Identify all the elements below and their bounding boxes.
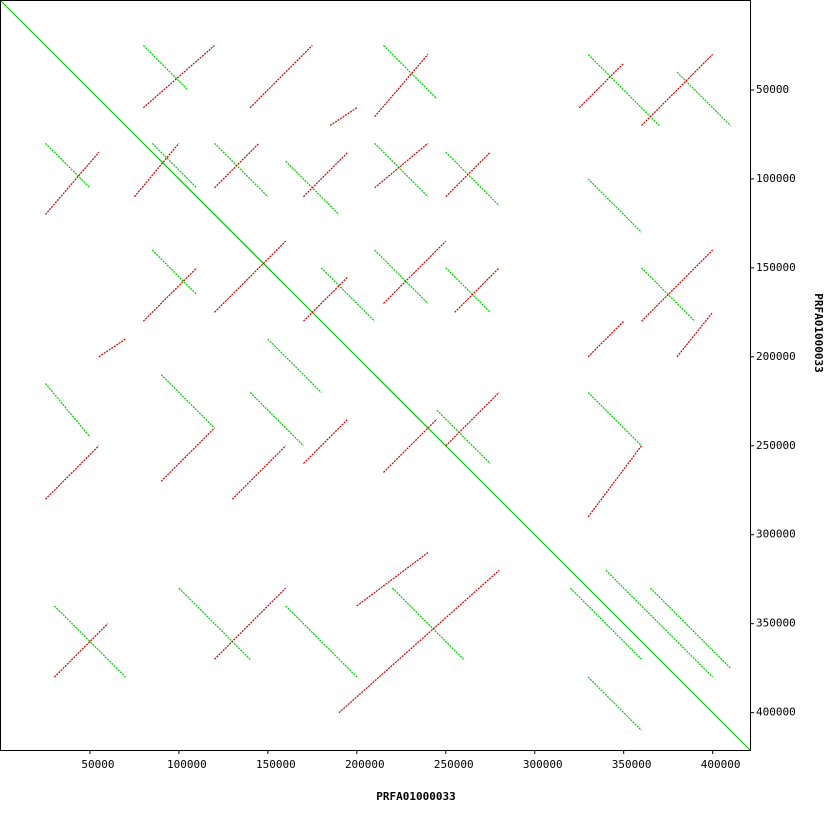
plot-frame xyxy=(0,0,751,751)
alignment-segment xyxy=(249,391,304,447)
x-tick-label: 300000 xyxy=(523,758,563,771)
alignment-segment xyxy=(53,605,126,678)
alignment-segment xyxy=(587,445,642,518)
alignment-segment xyxy=(649,587,731,669)
alignment-segment xyxy=(436,409,491,464)
alignment-segment xyxy=(142,45,189,91)
alignment-segment xyxy=(445,151,500,207)
alignment-segment xyxy=(53,623,109,678)
alignment-segment xyxy=(214,587,287,660)
alignment-segment xyxy=(338,569,500,714)
alignment-segment xyxy=(249,45,313,109)
alignment-segment xyxy=(160,427,215,482)
alignment-segment xyxy=(356,552,429,607)
x-axis-title: PRFA01000033 xyxy=(376,790,455,803)
x-tick-label: 400000 xyxy=(701,758,741,771)
alignment-segment xyxy=(587,53,660,126)
alignment-segment xyxy=(45,383,91,438)
alignment-segment xyxy=(303,151,349,198)
alignment-segment xyxy=(587,676,642,731)
alignment-segment xyxy=(676,311,714,358)
alignment-segment xyxy=(303,276,349,322)
alignment-segment xyxy=(231,445,287,500)
alignment-segment xyxy=(133,142,180,198)
alignment-segment xyxy=(383,240,447,304)
alignment-segment xyxy=(45,445,100,500)
x-tick-label: 100000 xyxy=(167,758,207,771)
alignment-segment xyxy=(45,142,91,189)
alignment-segment xyxy=(214,142,269,198)
alignment-segment xyxy=(151,249,198,295)
y-tick-label: 100000 xyxy=(756,172,796,185)
y-tick-label: 200000 xyxy=(756,350,796,363)
alignment-segment xyxy=(285,605,358,678)
x-tick-label: 350000 xyxy=(612,758,652,771)
alignment-segment xyxy=(587,320,625,358)
alignment-segment xyxy=(383,45,438,100)
alignment-segment xyxy=(151,142,198,189)
y-tick-label: 350000 xyxy=(756,617,796,630)
x-tick-label: 50000 xyxy=(81,758,114,771)
alignment-segment xyxy=(374,374,420,420)
alignment-segment xyxy=(587,178,642,233)
y-tick-label: 300000 xyxy=(756,528,796,541)
x-tick-label: 200000 xyxy=(345,758,385,771)
alignment-segment xyxy=(142,267,198,322)
alignment-segment xyxy=(374,53,429,118)
alignment-segment xyxy=(445,267,491,313)
alignment-segment xyxy=(578,62,625,109)
x-tick-label: 150000 xyxy=(256,758,296,771)
alignment-segment xyxy=(676,71,731,126)
alignment-segment xyxy=(445,151,491,198)
alignment-segment xyxy=(160,374,215,429)
alignment-segment xyxy=(178,178,233,233)
alignment-segment xyxy=(605,569,714,678)
y-tick-label: 400000 xyxy=(756,706,796,719)
alignment-segment xyxy=(320,267,376,322)
alignment-segment xyxy=(142,45,215,109)
alignment-segment xyxy=(214,240,287,313)
alignment-segment xyxy=(178,587,251,660)
alignment-segment xyxy=(569,587,642,660)
alignment-segment xyxy=(214,142,260,189)
alignment-segment xyxy=(383,418,438,473)
alignment-segment xyxy=(329,107,358,127)
alignment-segment xyxy=(391,587,464,660)
alignment-segment xyxy=(587,391,642,447)
alignment-segment xyxy=(374,249,429,304)
alignment-segment xyxy=(45,151,100,215)
alignment-segment xyxy=(303,418,349,464)
alignment-segment xyxy=(641,53,714,126)
alignment-segment xyxy=(374,142,429,198)
y-axis-title: PRFA01000033 xyxy=(812,293,825,372)
alignment-segment xyxy=(231,231,287,287)
y-tick-label: 50000 xyxy=(756,83,789,96)
alignment-segment xyxy=(454,267,500,313)
alignment-segment xyxy=(641,249,714,322)
alignment-segment xyxy=(374,142,429,189)
y-tick-label: 250000 xyxy=(756,439,796,452)
y-tick-label: 150000 xyxy=(756,261,796,274)
x-tick-label: 250000 xyxy=(434,758,474,771)
alignment-segment xyxy=(445,391,500,447)
alignment-segment xyxy=(98,338,126,358)
alignment-segment xyxy=(267,338,322,393)
